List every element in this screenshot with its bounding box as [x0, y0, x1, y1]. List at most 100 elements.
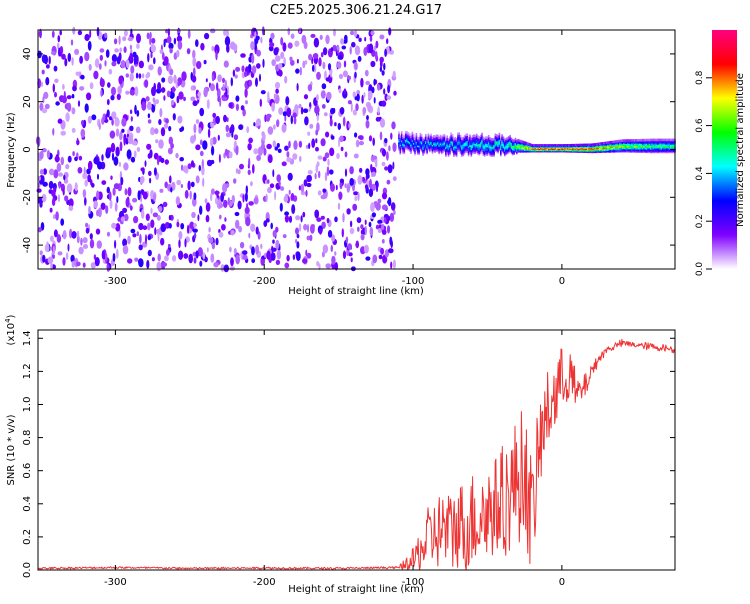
spectrogram-noise-cell	[275, 55, 281, 62]
spectrogram-noise-cell	[211, 45, 215, 52]
spectrogram-noise-cell	[235, 95, 240, 102]
spectrogram-signal-cell	[487, 143, 490, 146]
spectrogram-signal-cell	[449, 151, 451, 154]
spectrogram-noise-cell	[389, 212, 395, 222]
spectrogram-noise-cell	[307, 170, 313, 175]
spectrogram-signal-cell	[642, 138, 644, 142]
spectrogram-noise-cell	[182, 165, 188, 173]
spectrogram-noise-cell	[248, 137, 254, 144]
spectrogram-noise-cell	[240, 53, 246, 58]
spectrogram-signal-cell	[459, 151, 462, 155]
spectrogram-signal-cell	[534, 144, 537, 147]
spectrogram-signal-cell	[400, 131, 403, 134]
spectrogram-signal-cell	[408, 145, 411, 149]
spectrogram-noise-cell	[230, 41, 236, 50]
spectrogram-signal-cell	[462, 151, 465, 155]
spectrogram-noise-cell	[84, 33, 90, 42]
spectrogram-signal-cell	[479, 144, 482, 148]
spectrogram-signal-cell	[434, 150, 436, 153]
spectrogram-noise-cell	[301, 34, 307, 45]
y-tick-label: 0.0	[22, 562, 33, 578]
spectrogram-noise-cell	[62, 84, 65, 90]
spectrogram-noise-cell	[93, 156, 99, 165]
spectrogram-signal-cell	[454, 143, 456, 147]
spectrogram-noise-cell	[327, 158, 330, 166]
spectrogram-signal-cell	[668, 138, 671, 142]
spectrogram-noise-cell	[239, 163, 244, 170]
spectrogram-signal-cell	[427, 137, 430, 141]
spectrogram-signal-cell	[430, 146, 432, 150]
spectrogram-signal-cell	[434, 138, 436, 142]
spectrogram-signal-cell	[516, 139, 518, 143]
spectrogram-signal-cell	[506, 147, 509, 150]
spectrogram-noise-cell	[345, 37, 348, 43]
spectrogram-signal-cell	[404, 147, 407, 150]
spectrogram-noise-cell	[369, 178, 372, 189]
spectrogram-noise-cell	[320, 90, 326, 99]
spectrogram-noise-cell	[42, 181, 48, 187]
spectrogram-noise-cell	[235, 66, 241, 72]
spectrogram-noise-cell	[388, 145, 391, 152]
spectrogram-signal-cell	[453, 141, 455, 144]
spectrogram-noise-cell	[357, 175, 363, 185]
spectrogram-signal-cell	[416, 144, 419, 148]
spectrogram-noise-cell	[387, 84, 391, 94]
spectrogram-signal-cell	[442, 140, 444, 144]
spectrogram-signal-cell	[505, 143, 507, 147]
spectrogram-signal-cell	[486, 143, 489, 146]
spectrogram-signal-cell	[477, 138, 479, 142]
spectrogram-signal-cell	[658, 138, 660, 142]
spectrogram-noise-cell	[298, 103, 302, 109]
spectrogram-signal-cell	[435, 143, 438, 146]
spectrogram-signal-cell	[506, 145, 509, 149]
spectrogram-noise-cell	[252, 164, 255, 174]
colorbar-tick-label: 0.8	[695, 70, 705, 85]
spectrogram-noise-cell	[251, 258, 256, 264]
spectrogram-signal-cell	[434, 143, 436, 146]
spectrogram-noise-cell	[342, 116, 346, 127]
spectrogram-noise-cell	[368, 43, 374, 54]
spectrogram-signal-cell	[450, 134, 452, 137]
y-tick-label: 0.6	[22, 463, 33, 479]
spectrogram-noise-cell	[244, 88, 248, 98]
spectrogram-signal-cell	[419, 146, 422, 149]
spectrogram-signal-cell	[487, 135, 490, 138]
spectrogram-signal-cell	[510, 150, 513, 153]
spectrogram-signal-cell	[627, 139, 629, 142]
spectrogram-noise-cell	[347, 100, 352, 105]
spectrogram-noise-cell	[356, 217, 362, 224]
spectrogram-noise-cell	[378, 254, 383, 260]
spectrogram-noise-cell	[355, 240, 359, 249]
spectrogram-noise-cell	[325, 263, 332, 269]
spectrogram-signal-cell	[477, 141, 479, 145]
spectrogram-signal-cell	[445, 140, 447, 143]
spectrogram-noise-cell	[129, 89, 135, 96]
spectrogram-signal-cell	[451, 150, 454, 153]
spectrogram-signal-cell	[445, 141, 447, 145]
spectrogram-noise-cell	[211, 242, 216, 250]
spectrogram-signal-cell	[510, 147, 513, 151]
spectrogram-signal-cell	[451, 145, 454, 148]
spectrogram-signal-cell	[497, 144, 499, 148]
spectrogram-noise-cell	[190, 135, 195, 144]
spectrogram-x-label: Height of straight line (km)	[288, 286, 424, 297]
spectrogram-noise-cell	[150, 219, 155, 228]
spectrogram-noise-cell	[148, 64, 154, 71]
spectrogram-noise-cell	[118, 161, 122, 167]
spectrogram-noise-cell	[284, 145, 289, 151]
spectrogram-noise-cell	[282, 111, 287, 117]
spectrogram-signal-cell	[650, 138, 652, 142]
spectrogram-noise-cell	[40, 222, 45, 231]
spectrogram-noise-cell	[229, 127, 232, 134]
spectrogram-noise-cell	[375, 202, 381, 211]
spectrogram-noise-cell	[270, 252, 276, 261]
spectrogram-signal-cell	[431, 140, 434, 144]
spectrogram-signal-cell	[485, 144, 487, 148]
spectrogram-signal-cell	[490, 146, 493, 149]
spectrogram-noise-cell	[46, 149, 51, 159]
spectrogram-noise-cell	[157, 232, 160, 242]
spectrogram-noise-cell	[41, 69, 45, 75]
spectrogram-noise-cell	[138, 244, 143, 251]
spectrogram-signal-cell	[474, 134, 477, 138]
spectrogram-noise-cell	[200, 42, 205, 51]
